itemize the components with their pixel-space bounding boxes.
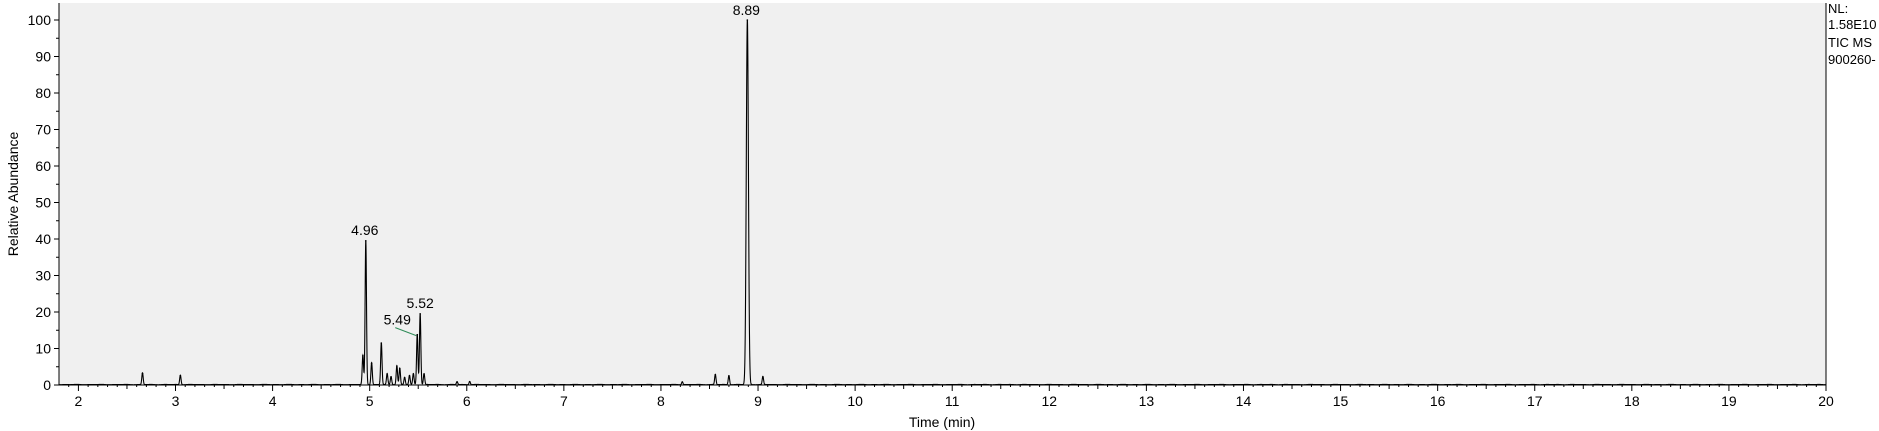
y-tick-label: 70 (35, 122, 51, 138)
y-tick-label: 60 (35, 158, 51, 174)
y-axis-title: Relative Abundance (5, 132, 21, 257)
peak-point (141, 372, 144, 375)
peak-label-5-52: 5.52 (407, 295, 434, 311)
x-tick-label: 3 (172, 393, 180, 409)
annotation-layer: 8.89 4.96 5.525.49 (351, 2, 760, 337)
x-tick-label: 5 (366, 393, 374, 409)
peak-label-8-89: 8.89 (733, 2, 760, 18)
info-scan-type: TIC MS (1828, 35, 1872, 50)
peak-label-4-96: 4.96 (351, 222, 378, 238)
peak-label-5-49: 5.49 (384, 312, 411, 328)
x-tick-label: 8 (657, 393, 665, 409)
x-tick-label: 15 (1333, 393, 1349, 409)
peak-point (364, 240, 367, 242)
y-tick-label: 10 (35, 341, 51, 357)
y-tick-label: 20 (35, 304, 51, 320)
x-tick-label: 7 (560, 393, 568, 409)
peak-point (468, 380, 471, 383)
y-tick-label: 40 (35, 231, 51, 247)
peak-point (416, 333, 419, 336)
peak-point (390, 376, 392, 378)
peak-point (456, 381, 458, 383)
info-nl: NL: (1828, 1, 1848, 16)
peak-point (728, 375, 730, 377)
peak-point (412, 373, 415, 375)
y-tick-label: 30 (35, 268, 51, 284)
peak-point (762, 376, 764, 378)
x-tick-label: 20 (1818, 393, 1834, 409)
x-tick-label: 14 (1236, 393, 1252, 409)
x-tick-label: 4 (269, 393, 277, 409)
peak-point (386, 373, 388, 375)
peak-point (408, 375, 411, 377)
plot-area (59, 3, 1826, 385)
y-tick-label: 80 (35, 85, 51, 101)
y-tick-label: 0 (43, 377, 51, 393)
x-axis-title: Time (min) (909, 414, 975, 430)
peak-point (179, 374, 182, 377)
peak-point (362, 355, 364, 357)
peak-point (423, 373, 425, 375)
peak-point (681, 381, 684, 383)
y-tick-label: 50 (35, 195, 51, 211)
x-tick-label: 16 (1430, 393, 1446, 409)
x-ticks: 2 3 4 5 6 7 8 9 10 11 12 13 14 15 16 17 18 19 20 (68, 385, 1834, 409)
y-tick-label: 100 (28, 12, 52, 28)
peak-point (419, 313, 421, 315)
peak-point (746, 19, 749, 21)
y-ticks: 0 10 20 30 40 50 60 70 80 90 100 (28, 12, 59, 393)
peak-point (398, 367, 401, 370)
peak-label-leader-5-49 (395, 327, 417, 337)
peak-point (370, 362, 373, 364)
x-tick-label: 12 (1042, 393, 1058, 409)
x-tick-label: 10 (847, 393, 863, 409)
peak-point (714, 373, 717, 376)
info-nl-value: 1.58E10 (1828, 17, 1876, 32)
peak-point (396, 365, 398, 367)
x-tick-label: 9 (754, 393, 762, 409)
x-tick-label: 17 (1527, 393, 1543, 409)
x-tick-label: 18 (1624, 393, 1640, 409)
x-tick-label: 6 (463, 393, 471, 409)
x-tick-label: 2 (75, 393, 83, 409)
info-panel: NL: 1.58E10 TIC MS 900260- (1828, 1, 1876, 67)
peak-point (380, 342, 383, 344)
x-tick-label: 11 (945, 393, 960, 409)
peak-point (403, 376, 406, 379)
x-tick-label: 19 (1721, 393, 1737, 409)
y-tick-label: 90 (35, 49, 51, 65)
info-sample-id: 900260- (1828, 52, 1876, 67)
x-tick-label: 13 (1139, 393, 1155, 409)
